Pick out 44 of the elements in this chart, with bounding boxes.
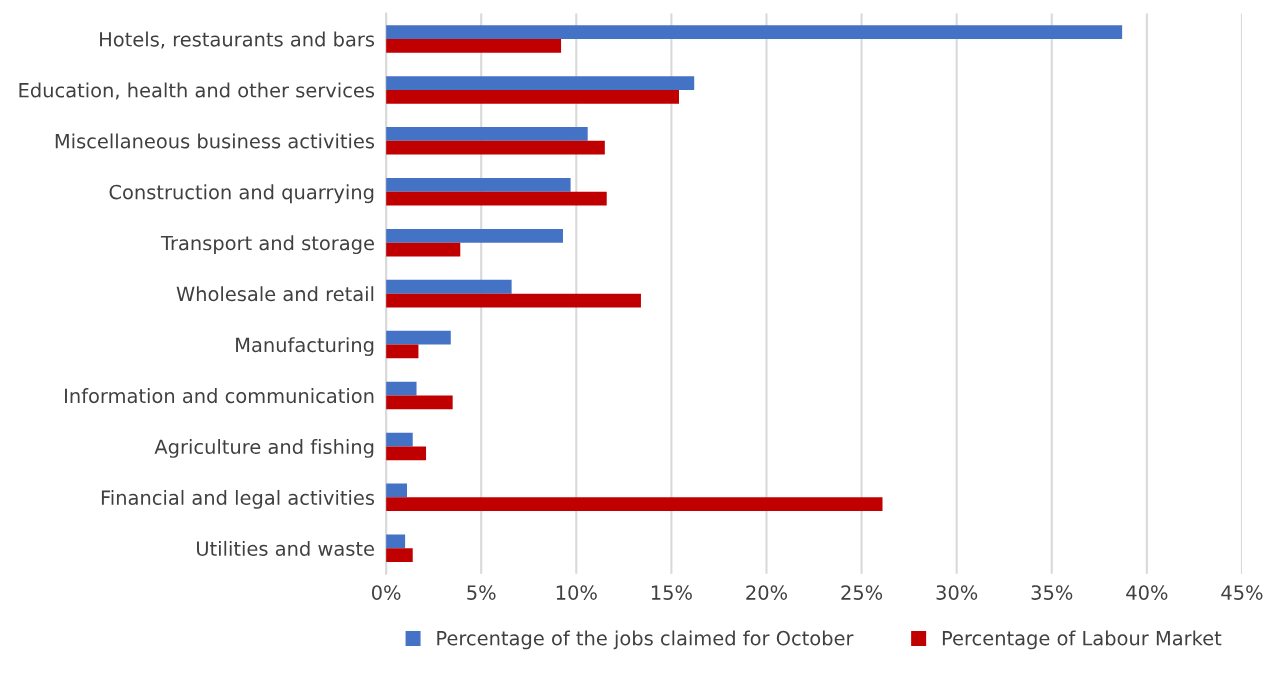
bar	[386, 344, 419, 359]
y-tick-label: Financial and legal activities	[101, 489, 375, 509]
bar	[386, 293, 641, 308]
x-tick-label: 20%	[746, 585, 788, 600]
bar	[386, 497, 883, 512]
x-tick-label: 5%	[467, 585, 496, 600]
y-tick-label: Manufacturing	[236, 337, 374, 356]
bar	[386, 89, 679, 104]
y-tick-label: Construction and quarrying	[109, 184, 374, 204]
x-tick-label: 10%	[556, 585, 597, 600]
bar	[386, 395, 453, 410]
y-tick-label: Hotels, restaurants and bars	[100, 31, 375, 49]
x-tick-label: 40%	[1126, 585, 1168, 600]
y-tick-label: Education, health and other services	[19, 82, 375, 100]
x-tick-label: 0%	[371, 585, 401, 600]
legend-label: Percentage of Labour Market	[942, 630, 1222, 650]
bar	[386, 178, 571, 192]
bar	[386, 76, 695, 90]
bar	[386, 381, 417, 396]
y-tick-label: Agriculture and fishing	[154, 439, 374, 458]
y-tick-label: Information and communication	[65, 388, 374, 404]
x-tick-label: 35%	[1031, 585, 1073, 600]
bar	[386, 548, 413, 563]
y-tick-label: Utilities and waste	[197, 540, 374, 556]
y-tick-label: Transport and storage	[160, 235, 374, 255]
bar	[386, 446, 427, 461]
bar	[386, 140, 605, 155]
y-tick-label: Miscellaneous business activities	[55, 133, 375, 149]
bar	[386, 432, 413, 447]
x-tick-label: 15%	[651, 585, 692, 600]
bar	[386, 228, 563, 243]
bar	[386, 38, 562, 53]
bar	[386, 25, 1123, 39]
bar	[386, 127, 588, 141]
x-tick-label: 45%	[1221, 585, 1263, 600]
bar	[386, 279, 512, 294]
bar	[386, 242, 461, 257]
legend-label: Percentage of the jobs claimed for October	[437, 630, 854, 650]
x-tick-label: 30%	[936, 585, 978, 600]
x-tick-label: 25%	[841, 585, 883, 600]
bar	[386, 483, 408, 498]
y-tick-label: Wholesale and retail	[176, 286, 374, 302]
bar	[386, 330, 451, 345]
bar	[386, 191, 607, 206]
